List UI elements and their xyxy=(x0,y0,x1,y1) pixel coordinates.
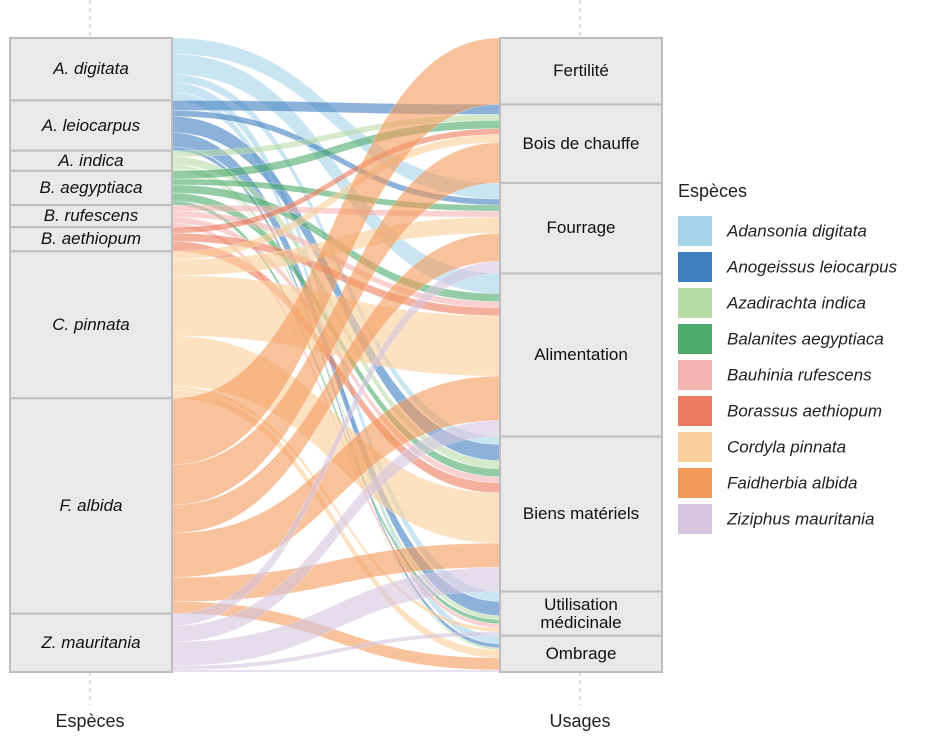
legend-title: Espèces xyxy=(678,181,747,201)
species-stratum xyxy=(9,169,173,207)
legend-swatch xyxy=(678,360,712,390)
legend-label: Azadirachta indica xyxy=(726,293,866,312)
legend-label: Adansonia digitata xyxy=(726,221,867,240)
legend-swatch xyxy=(678,432,712,462)
species-stratum xyxy=(9,397,173,615)
usage-stratum xyxy=(499,181,663,275)
species-label: A. digitata xyxy=(53,59,129,79)
species-label: B. aethiopum xyxy=(40,229,142,249)
legend-swatch xyxy=(678,288,712,318)
flow xyxy=(171,669,501,673)
species-label: C. pinnata xyxy=(52,314,130,334)
species-stratum xyxy=(9,226,173,253)
legend-swatch xyxy=(678,396,712,426)
usage-label: Fourrage xyxy=(546,218,616,238)
axis-label: Espèces xyxy=(55,711,124,731)
species-stratum xyxy=(9,250,173,400)
usage-label: Utilisation médicinale xyxy=(540,594,622,632)
species-label: B. rufescens xyxy=(43,206,139,226)
legend-swatch xyxy=(678,324,712,354)
legend-swatch xyxy=(678,216,712,246)
legend-label: Balanites aegyptiaca xyxy=(727,329,884,348)
legend-swatch xyxy=(678,252,712,282)
legend-label: Faidherbia albida xyxy=(727,473,857,492)
usage-label: Biens matériels xyxy=(522,504,640,524)
usage-stratum xyxy=(499,634,663,673)
legend-swatch xyxy=(678,468,712,498)
legend-label: Ziziphus mauritania xyxy=(726,509,874,528)
usage-label: Alimentation xyxy=(534,345,628,365)
axis-label: Usages xyxy=(549,711,610,731)
species-label: A. indica xyxy=(58,150,124,170)
usage-label: Bois de chauffe xyxy=(522,133,640,153)
legend-swatch xyxy=(678,504,712,534)
usage-label: Ombrage xyxy=(545,643,617,663)
legend-label: Borassus aethiopum xyxy=(727,401,882,420)
usage-label: Fertilité xyxy=(553,61,609,81)
species-label: Z. mauritania xyxy=(41,632,141,652)
legend-label: Anogeissus leiocarpus xyxy=(726,257,898,276)
legend-label: Bauhinia rufescens xyxy=(727,365,872,384)
species-label: B. aegyptiaca xyxy=(39,178,143,198)
species-label: A. leiocarpus xyxy=(41,115,141,135)
usage-stratum xyxy=(499,435,663,593)
species-label: F. albida xyxy=(59,496,123,516)
usage-stratum xyxy=(499,272,663,438)
legend-label: Cordyla pinnata xyxy=(727,437,846,456)
usage-stratum xyxy=(499,590,663,637)
species-stratum xyxy=(9,612,173,674)
